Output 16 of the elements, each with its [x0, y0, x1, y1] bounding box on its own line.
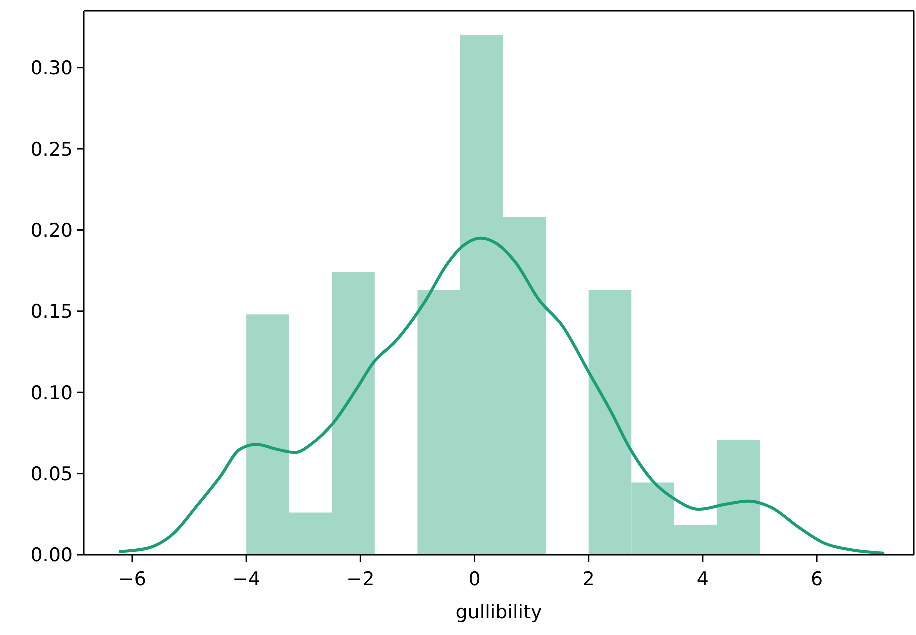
y-tick-label: 0.20	[30, 220, 73, 242]
x-tick-label: 6	[810, 568, 824, 590]
x-tick-label: −6	[118, 568, 146, 590]
x-tick-label: 2	[582, 568, 595, 590]
x-tick-label: 4	[696, 568, 709, 590]
x-tick-label: 0	[468, 568, 481, 590]
x-tick-label: −2	[346, 568, 375, 590]
y-tick-label: 0.05	[30, 464, 73, 486]
y-tick-label: 0.10	[30, 382, 73, 404]
y-tick-label: 0.30	[30, 58, 73, 80]
y-tick-label: 0.00	[30, 544, 73, 567]
line-series	[119, 236, 885, 555]
x-axis-title: gullibility	[456, 601, 542, 624]
y-tick-label: 0.15	[30, 301, 73, 324]
x-tick-label: −4	[232, 568, 261, 590]
y-tick-label: 0.25	[30, 138, 73, 161]
